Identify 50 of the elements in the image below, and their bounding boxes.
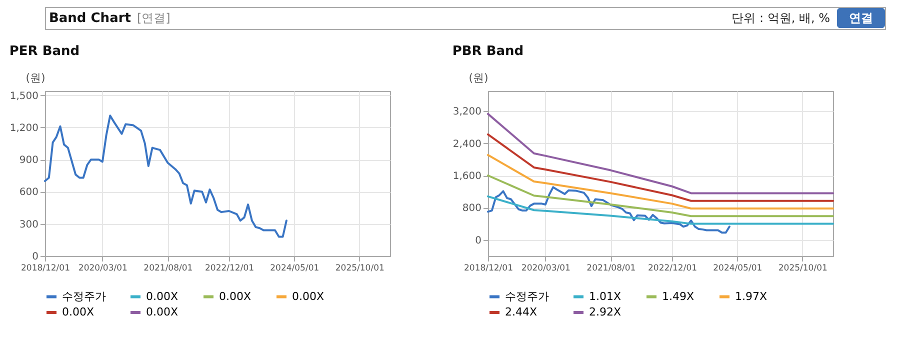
x-tick-label: 2020/03/01 bbox=[78, 264, 128, 274]
x-tick-label: 2025/10/01 bbox=[778, 264, 828, 274]
line-series bbox=[487, 195, 834, 225]
x-tick-label: 2021/08/01 bbox=[144, 264, 193, 274]
x-tick-label: 2024/05/01 bbox=[270, 264, 320, 274]
y-axis-title: (원) bbox=[468, 72, 488, 84]
y-axis-title: (원) bbox=[26, 72, 46, 84]
line-series bbox=[487, 133, 834, 202]
x-tick-label: 2022/12/01 bbox=[648, 264, 698, 274]
legend-label: 1.01X bbox=[589, 290, 622, 303]
y-tick-label: 800 bbox=[462, 203, 482, 214]
y-tick-label: 0 bbox=[32, 252, 38, 262]
chart-title: PER Band bbox=[9, 44, 80, 59]
line-series bbox=[487, 154, 834, 210]
legend-label: 1.49X bbox=[662, 290, 694, 303]
y-tick-label: 1,200 bbox=[10, 122, 38, 134]
text: [연결] bbox=[137, 11, 170, 25]
line-series bbox=[487, 112, 834, 194]
text: 단위 : 억원, 배, % bbox=[732, 11, 830, 25]
y-tick-label: 2,400 bbox=[452, 138, 482, 150]
y-tick-label: 600 bbox=[19, 187, 38, 198]
x-tick-label: 2018/12/01 bbox=[464, 264, 513, 274]
y-tick-label: 1,500 bbox=[10, 90, 38, 102]
legend-label: 0.00X bbox=[146, 306, 178, 318]
y-tick-label: 900 bbox=[19, 155, 38, 166]
y-tick-label: 3,200 bbox=[452, 106, 482, 118]
x-tick-label: 2021/08/01 bbox=[586, 264, 636, 274]
legend-label: 수정주가 bbox=[505, 290, 549, 303]
text: 연결 bbox=[849, 11, 873, 25]
line-series bbox=[44, 114, 288, 238]
x-tick-label: 2024/05/01 bbox=[713, 264, 762, 274]
legend-label: 0.00X bbox=[292, 290, 324, 303]
y-tick-label: 1,600 bbox=[452, 171, 482, 182]
y-tick-label: 0 bbox=[475, 235, 482, 246]
chart-title: PBR Band bbox=[452, 44, 524, 59]
text: Band Chart bbox=[49, 11, 131, 26]
x-tick-label: 2025/10/01 bbox=[335, 264, 384, 274]
x-tick-label: 2022/12/01 bbox=[205, 264, 254, 274]
legend-label: 0.00X bbox=[219, 290, 252, 303]
legend-label: 0.00X bbox=[146, 290, 178, 303]
legend-label: 2.44X bbox=[505, 306, 538, 318]
y-tick-label: 300 bbox=[19, 219, 38, 230]
legend-label: 0.00X bbox=[62, 306, 94, 318]
line-series bbox=[487, 174, 834, 218]
legend-label: 수정주가 bbox=[62, 290, 106, 303]
legend-label: 1.97X bbox=[735, 290, 768, 303]
x-tick-label: 2018/12/01 bbox=[21, 264, 70, 274]
line-series bbox=[487, 186, 730, 234]
x-tick-label: 2020/03/01 bbox=[521, 264, 570, 274]
legend-label: 2.92X bbox=[589, 306, 622, 318]
